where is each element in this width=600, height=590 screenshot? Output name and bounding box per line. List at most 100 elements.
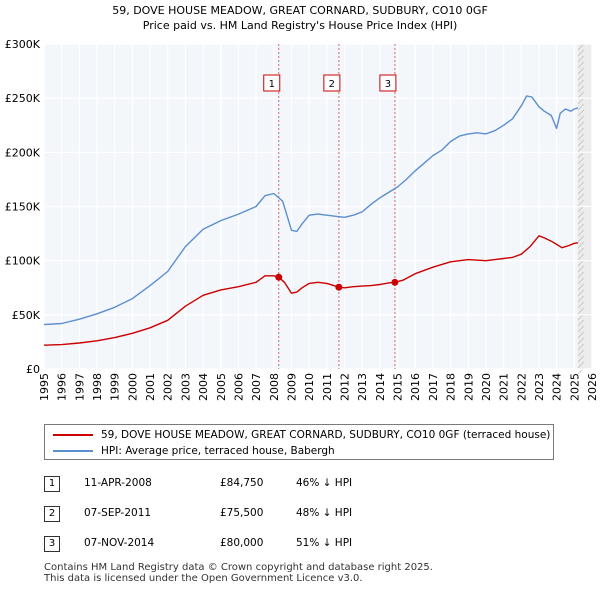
x-tick-label: 2008 [268,373,281,401]
y-tick-label: £150K [5,201,41,214]
x-tick-label: 2018 [445,373,458,401]
y-axis-ticks: £0 £50K £100K £150K £200K £250K £300K [5,38,41,376]
x-axis-ticks: 1995 1996 1997 1998 1999 2000 2001 2002 2003 2004… [38,373,599,401]
forecast-hatch [577,103,585,111]
forecast-hatch [577,67,585,75]
x-tick-label: 2015 [392,373,405,401]
sale-marker-1: 1 [263,74,281,92]
x-tick-label: 2019 [462,373,475,401]
forecast-hatch [577,121,585,129]
forecast-hatch [577,349,585,357]
legend-item-property: 59, DOVE HOUSE MEADOW, GREAT CORNARD, SU… [53,427,550,443]
forecast-hatch [577,151,585,159]
sale-row: 3 07-NOV-2014 £80,000 51% ↓ HPI [44,536,464,554]
x-tick-label: 2004 [197,373,210,401]
x-tick-label: 2012 [339,373,352,401]
forecast-hatch [577,241,585,249]
sale-marker-box [323,74,341,92]
footer: Contains HM Land Registry data © Crown c… [44,562,433,584]
x-tick-label: 2005 [215,373,228,401]
y-tick-label: £200K [5,146,41,159]
forecast-hatch [577,361,585,369]
forecast-hatch [577,295,585,303]
x-tick-label: 2017 [427,373,440,401]
legend-swatch-property [53,434,93,436]
y-tick-label: £50K [12,309,41,322]
y-tick-label: £300K [5,38,41,51]
legend-swatch-hpi [53,450,93,452]
sale-hpi-diff: 48% ↓ HPI [296,507,353,519]
forecast-hatch [577,79,585,87]
sale-marker-text: 3 [385,79,391,90]
x-tick-label: 2022 [515,373,528,401]
x-tick-label: 2010 [303,373,316,401]
sale-price: £84,750 [220,477,264,489]
sale-marker-labels: 1 2 3 [263,74,397,92]
x-tick-label: 2007 [250,373,263,401]
x-tick-label: 2014 [374,373,387,401]
forecast-hatch [577,169,585,177]
x-tick-label: 2009 [285,373,298,401]
sale-hpi-diff: 51% ↓ HPI [296,537,353,549]
x-tick-label: 1995 [38,373,51,401]
forecast-hatch [577,73,585,81]
chart-title: 59, DOVE HOUSE MEADOW, GREAT CORNARD, SU… [112,4,488,17]
hpi-line [43,95,579,326]
forecast-hatch [577,43,585,51]
forecast-hatch [577,145,585,153]
forecast-hatch [577,247,585,255]
sale-point [391,278,399,286]
forecast-hatch [577,217,585,225]
forecast-hatch [577,175,585,183]
x-tick-label: 2023 [533,373,546,401]
forecast-hatch [577,109,585,117]
x-tick-label: 1998 [91,373,104,401]
sale-marker-box [379,74,397,92]
forecast-hatch [577,91,585,99]
forecast-hatch [577,85,585,93]
sale-marker-box [263,74,281,92]
forecast-hatch [577,289,585,297]
x-tick-label: 2003 [179,373,192,401]
sale-price: £80,000 [220,537,264,549]
sale-point [275,273,283,281]
x-tick-label: 2020 [480,373,493,401]
legend-label-property: 59, DOVE HOUSE MEADOW, GREAT CORNARD, SU… [101,429,551,441]
grid [43,43,593,370]
forecast-hatch [577,139,585,147]
sale-point [335,283,343,291]
sale-date: 11-APR-2008 [84,477,152,489]
y-tick-label: £0 [26,363,40,376]
forecast-hatch [577,133,585,141]
forecast-hatch [577,211,585,219]
forecast-hatch [577,187,585,195]
footer-licence: This data is licensed under the Open Gov… [44,573,363,584]
forecast-hatch [577,253,585,261]
forecast-hatch [577,301,585,309]
forecast-hatch [577,157,585,165]
x-tick-label: 2011 [321,373,334,401]
forecast-hatch [577,337,585,345]
legend-label-hpi: HPI: Average price, terraced house, Babe… [101,445,335,457]
forecast-hatch [577,325,585,333]
sale-price: £75,500 [220,507,264,519]
forecast-hatch [577,343,585,351]
y-tick-label: £250K [5,92,41,105]
sale-row: 2 07-SEP-2011 £75,500 48% ↓ HPI [44,506,464,524]
x-tick-label: 2024 [551,373,564,401]
sale-date: 07-NOV-2014 [84,537,155,549]
legend: 59, DOVE HOUSE MEADOW, GREAT CORNARD, SU… [44,424,554,460]
forecast-hatch [577,61,585,69]
forecast-hatch [577,97,585,105]
forecast-hatch [577,199,585,207]
chart-subtitle: Price paid vs. HM Land Registry's House … [143,19,458,32]
x-tick-label: 2001 [144,373,157,401]
forecast-hatch [577,193,585,201]
forecast-hatch [577,115,585,123]
x-tick-label: 2026 [586,373,599,401]
series-lines [43,95,579,346]
footer-copyright: Contains HM Land Registry data © Crown c… [44,562,433,573]
sale-date: 07-SEP-2011 [84,507,152,519]
forecast-hatch [577,307,585,315]
forecast-hatch [577,355,585,363]
